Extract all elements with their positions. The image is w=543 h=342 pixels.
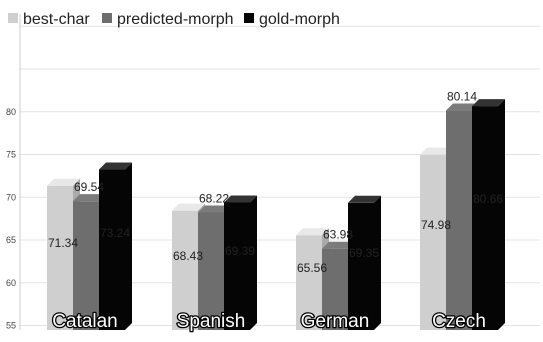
bar [99,169,125,330]
bar-side [250,195,257,330]
bar-side [498,99,505,331]
data-label: 71.34 [48,236,78,250]
bar [73,201,99,330]
y-tick-label: 60 [6,278,16,288]
bar-top [99,162,132,170]
bar [296,235,322,330]
data-label: 73.24 [100,226,130,240]
bar-top [322,241,355,249]
legend-swatch [102,13,112,23]
bar-top [348,195,381,203]
bar-side [125,162,132,330]
bar-top [198,205,231,213]
y-tick-label: 80 [6,107,16,117]
legend: best-char predicted-morph gold-morph [8,11,340,28]
bar [47,185,73,330]
category-label: Catalan [52,311,118,332]
bar [198,212,224,330]
data-label: 65.56 [297,261,327,275]
bar [172,210,198,330]
label-layer: 71.34 69.54 73.24 68.43 68.22 69.39 65.56 63.98… [48,90,503,334]
legend-label: best-char [23,11,90,28]
bar-top [73,194,106,202]
data-label: 80.14 [447,90,477,104]
bar-top [224,195,257,203]
data-label: 74.98 [421,218,451,232]
data-label: 69.35 [349,246,379,260]
y-tick-label: 55 [6,321,16,331]
legend-swatch [244,13,254,23]
legend-label: predicted-morph [117,11,234,28]
bar-top [172,203,205,211]
category-label: Czech [432,311,486,332]
legend-swatch [8,13,18,23]
category-label: Spanish [177,311,246,332]
bar-top [472,99,505,107]
bar-side [374,195,381,330]
bar [472,106,498,331]
category-label: German [301,311,370,332]
data-label: 68.43 [173,249,203,263]
y-tick-label: 75 [6,150,16,160]
bar-top [296,228,329,236]
bar-layer [47,99,505,331]
legend-label: gold-morph [259,11,340,28]
bar-top [420,147,453,155]
bar-top [47,178,80,186]
bar [348,202,374,330]
data-label: 69.39 [225,244,255,258]
y-tick-label: 65 [6,235,16,245]
data-label: 69.54 [74,180,104,194]
bar-top [446,103,479,111]
y-tick-label: 70 [6,192,16,202]
bar [420,154,446,330]
data-label: 80.66 [473,192,503,206]
data-label: 63.98 [323,228,353,242]
bar [224,202,250,330]
bar [446,110,472,330]
bar [322,248,348,330]
data-label: 68.22 [199,191,229,205]
